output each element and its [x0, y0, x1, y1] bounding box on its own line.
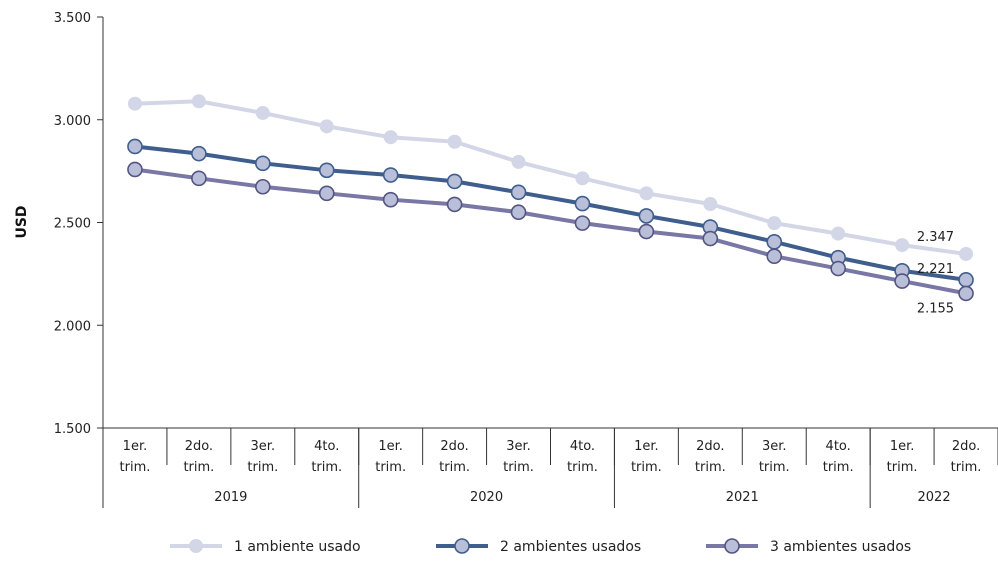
data-point: [766, 248, 783, 265]
data-point: [127, 161, 143, 178]
data-point: [510, 204, 527, 221]
series-lines: [127, 94, 974, 302]
quarter-label: trim.: [183, 460, 214, 475]
y-tick-label: 3.000: [54, 114, 91, 129]
quarter-label: trim.: [951, 460, 982, 475]
quarter-label: 4to.: [570, 439, 595, 454]
legend-label: 2 ambientes usados: [500, 539, 641, 555]
data-label: 2.155: [917, 301, 954, 316]
data-point: [639, 186, 654, 201]
quarter-label: 4to.: [826, 439, 851, 454]
quarter-label: trim.: [247, 460, 278, 475]
data-point: [895, 238, 910, 253]
data-point: [318, 185, 335, 202]
data-point: [830, 260, 846, 277]
year-label: 2020: [470, 490, 503, 505]
y-axis-title: USD: [14, 205, 30, 238]
data-point: [574, 215, 591, 231]
data-point: [255, 105, 270, 120]
data-point: [191, 170, 207, 187]
data-point: [255, 155, 271, 172]
quarter-label: trim.: [823, 460, 854, 475]
legend-label: 3 ambientes usados: [770, 539, 911, 555]
data-point: [638, 208, 655, 224]
data-point: [383, 130, 398, 145]
data-point: [894, 273, 910, 289]
quarter-label: trim.: [695, 460, 726, 475]
data-point: [510, 184, 527, 201]
quarter-label: 1er.: [123, 439, 148, 454]
data-point: [958, 285, 974, 302]
series-line: [134, 167, 967, 296]
quarter-label: trim.: [375, 460, 406, 475]
quarter-label: 1er.: [890, 439, 915, 454]
data-point: [127, 96, 142, 111]
legend-marker: [189, 539, 203, 553]
data-point: [702, 230, 719, 247]
quarter-label: trim.: [759, 460, 790, 475]
data-point: [255, 178, 271, 195]
data-point: [575, 171, 590, 186]
quarter-label: 2do.: [185, 439, 213, 454]
data-point: [831, 226, 846, 241]
data-point: [703, 197, 718, 212]
quarter-label: trim.: [439, 460, 470, 475]
quarter-label: 3er.: [506, 439, 531, 454]
quarter-label: trim.: [631, 460, 662, 475]
year-label: 2022: [918, 490, 951, 505]
data-point: [318, 162, 335, 179]
year-label: 2021: [726, 490, 759, 505]
data-point: [191, 145, 207, 162]
y-tick-label: 2.500: [54, 217, 91, 232]
legend: 1 ambiente usado 2 ambientes usados 3 ambi…: [170, 538, 911, 555]
quarter-label: trim.: [567, 460, 598, 475]
data-labels: 2.347 2.221 2.155: [917, 230, 954, 316]
quarter-label: trim.: [887, 460, 918, 475]
quarter-label: 1er.: [634, 439, 659, 454]
data-point: [638, 223, 655, 240]
axes: 1.500 2.000 2.500 3.000 3.500 2019 2020 2021 202…: [14, 11, 998, 508]
quarter-label: 3er.: [762, 439, 787, 454]
y-tick-label: 1.500: [54, 422, 91, 437]
data-point: [766, 234, 783, 250]
data-label: 2.347: [917, 230, 954, 245]
series-line: [134, 144, 967, 282]
data-point: [574, 195, 591, 212]
data-point: [382, 167, 399, 183]
data-point: [446, 173, 463, 190]
legend-label: 1 ambiente usado: [234, 539, 361, 555]
quarter-label: 4to.: [314, 439, 339, 454]
data-point: [767, 216, 782, 231]
y-tick-label: 2.000: [54, 319, 91, 334]
data-point: [958, 272, 974, 288]
quarter-label: trim.: [503, 460, 534, 475]
data-point: [959, 246, 974, 261]
quarter-label: 3er.: [251, 439, 276, 454]
series-line: [134, 99, 967, 256]
data-point: [319, 119, 334, 134]
quarter-label: 2do.: [696, 439, 724, 454]
quarter-label: 2do.: [952, 439, 980, 454]
data-point: [382, 191, 399, 208]
legend-marker: [724, 538, 740, 554]
data-label: 2.221: [917, 262, 954, 277]
data-point: [446, 196, 463, 213]
data-point: [447, 134, 462, 149]
data-point: [191, 94, 206, 109]
data-point: [127, 138, 143, 155]
data-point: [511, 154, 526, 169]
quarter-label: 1er.: [378, 439, 403, 454]
legend-marker: [454, 538, 470, 554]
y-tick-label: 3.500: [54, 11, 91, 26]
quarter-label: trim.: [311, 460, 342, 475]
quarter-label: 2do.: [440, 439, 468, 454]
quarter-label: trim.: [120, 460, 151, 475]
year-label: 2019: [214, 490, 247, 505]
